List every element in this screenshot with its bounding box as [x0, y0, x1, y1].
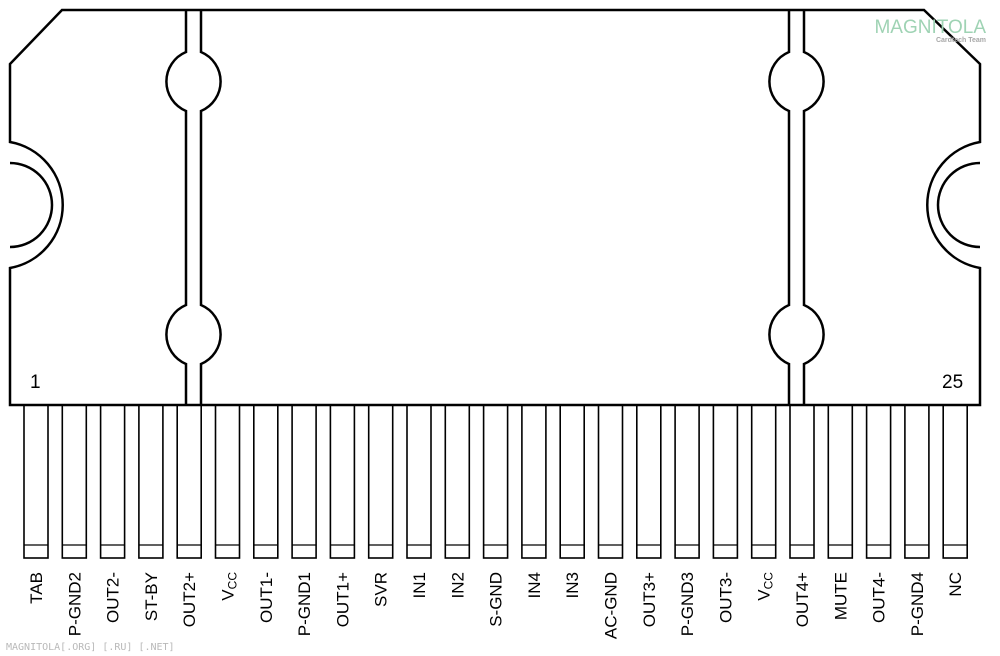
pin-label-21: OUT4+	[793, 572, 812, 627]
pin-label-23: OUT4-	[870, 572, 889, 623]
pin-19	[712, 404, 739, 559]
pin-label-3: OUT2-	[104, 572, 123, 623]
pin-label-5: OUT2+	[180, 572, 199, 627]
pin-20	[750, 404, 777, 559]
pin-label-25: NC	[946, 572, 965, 597]
pin-13	[482, 404, 509, 559]
pin-label-13: S-GND	[487, 572, 506, 627]
pin-21	[789, 404, 815, 559]
pin-2	[61, 404, 88, 559]
pin-15	[559, 404, 586, 559]
pin-6	[214, 404, 241, 559]
pin-label-20: VCC	[755, 572, 776, 601]
pin-4	[138, 404, 164, 559]
pin-9	[329, 404, 356, 559]
footer-watermark: MAGNITOLA[.ORG] [.RU] [.NET]	[6, 642, 175, 653]
pin-12	[444, 404, 471, 559]
pin-1	[23, 404, 49, 559]
pin-label-22: MUTE	[831, 572, 850, 620]
pin-label-14: IN4	[525, 572, 544, 598]
pin-14	[521, 404, 547, 559]
pin-22	[827, 404, 854, 559]
logo-subtext: Cardtech Team	[935, 37, 986, 44]
pin-18	[674, 404, 700, 559]
pin-11	[406, 404, 432, 559]
pin-16	[597, 404, 624, 559]
pin-label-12: IN2	[448, 572, 467, 598]
pin-7	[253, 404, 279, 559]
pin-10	[367, 404, 394, 559]
pin-label-19: OUT3-	[716, 572, 735, 623]
pin-5	[176, 404, 202, 559]
pin-label-7: OUT1-	[257, 572, 276, 623]
right-rail-outer	[768, 10, 791, 405]
pin-label-15: IN3	[563, 572, 582, 598]
last-pin-number: 25	[942, 372, 963, 393]
pin-label-2: P-GND2	[65, 572, 84, 636]
pin-label-4: ST-BY	[142, 572, 161, 621]
pin-24	[904, 404, 930, 559]
pin-23	[865, 404, 892, 559]
pin-25	[942, 404, 969, 559]
pin-label-18: P-GND3	[678, 572, 697, 636]
pins: TAB P-GND2 OUT2- ST-BY OUT2+ VCC OUT1- P-GND1 OU…	[23, 404, 969, 639]
left-slot-inner-arc	[9, 161, 54, 249]
pin-label-1: TAB	[27, 572, 46, 604]
pin-3	[99, 404, 126, 559]
first-pin-number: 1	[30, 372, 41, 393]
magnitola-logo: MAGNITOLA Cardtech Team	[874, 18, 986, 44]
left-rail-inner	[199, 10, 222, 405]
pin-label-6: VCC	[219, 572, 240, 601]
right-slot-inner-arc	[936, 161, 981, 249]
left-rail-outer	[165, 10, 188, 405]
pin-8	[291, 404, 317, 559]
pin-label-8: P-GND1	[295, 572, 314, 636]
pin-label-24: P-GND4	[908, 572, 927, 636]
right-rail-inner	[802, 10, 825, 405]
package-body	[8, 8, 982, 407]
pin-17	[635, 404, 662, 559]
pin-label-16: AC-GND	[602, 572, 621, 639]
logo-text: MAGNITOLA	[874, 17, 986, 38]
pin-label-11: IN1	[410, 572, 429, 598]
pin-label-9: OUT1+	[333, 572, 352, 627]
pin-label-10: SVR	[372, 572, 391, 607]
pin-label-17: OUT3+	[640, 572, 659, 627]
